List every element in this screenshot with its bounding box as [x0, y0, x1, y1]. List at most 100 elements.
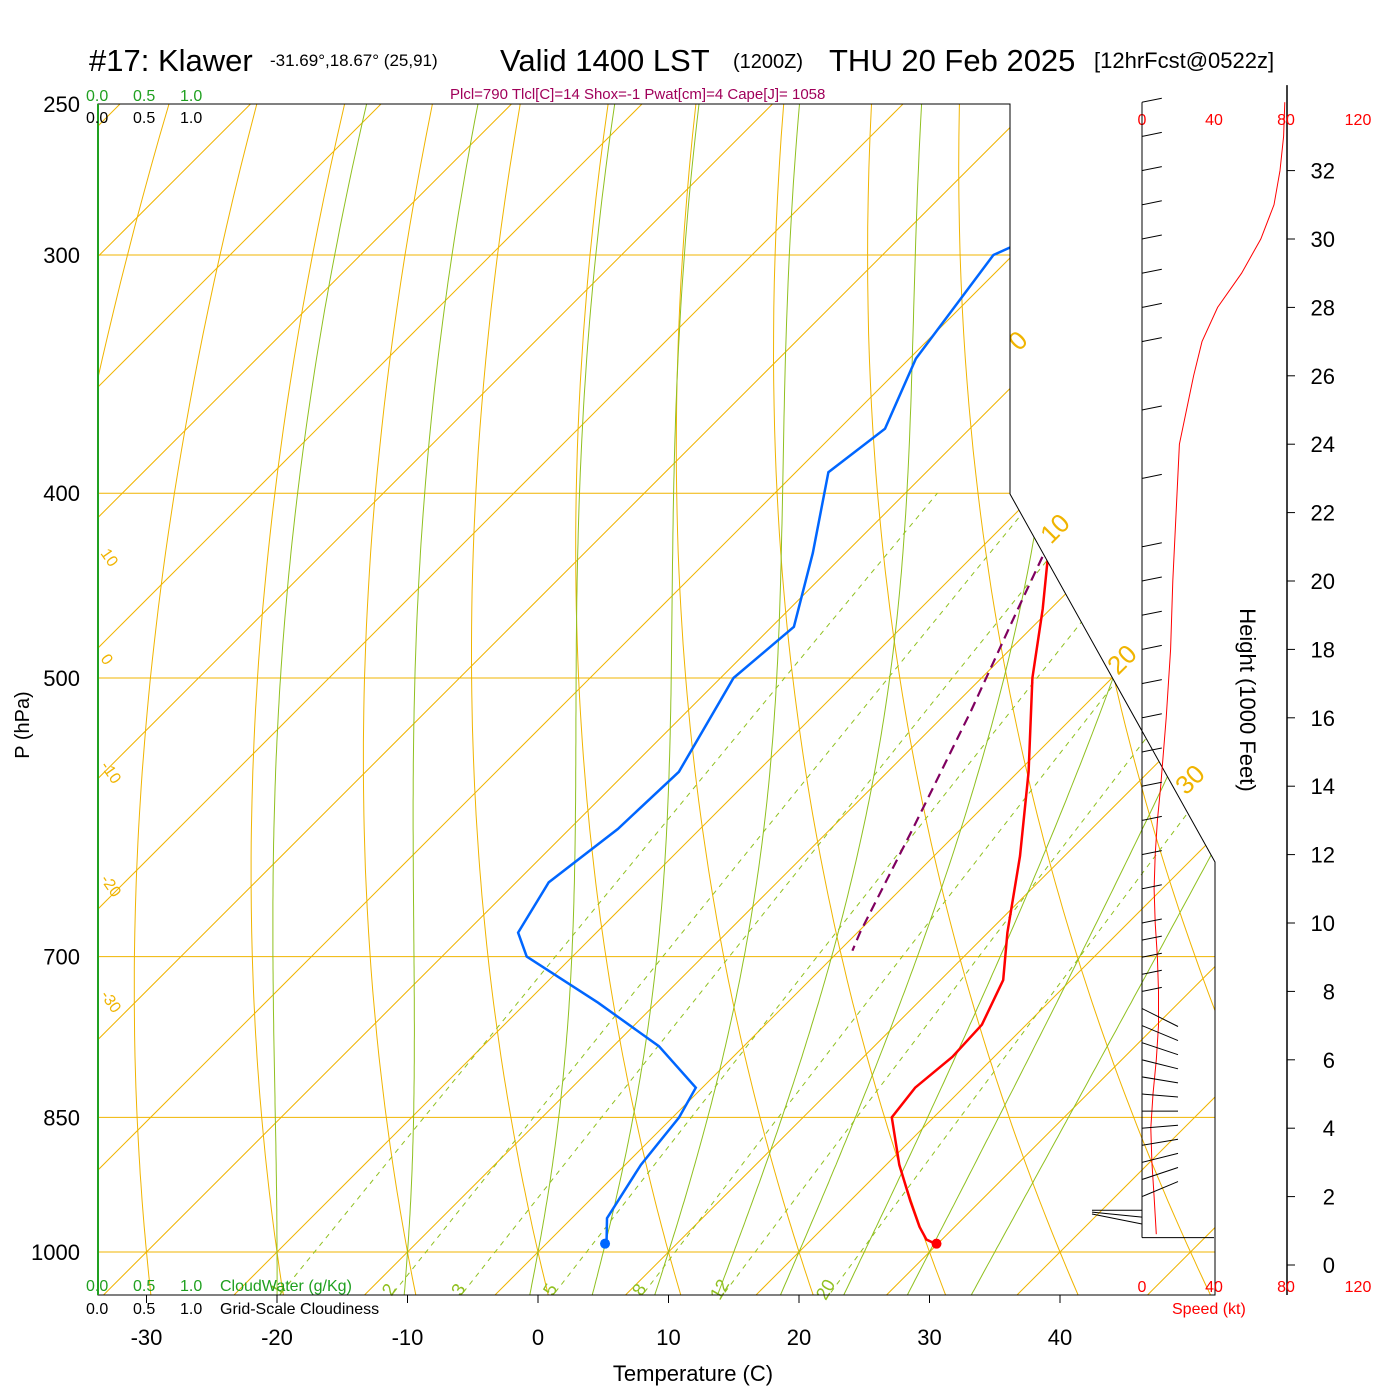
plot-frame: [97, 103, 1216, 1296]
speed-axis-label: Speed (kt): [1172, 1301, 1246, 1318]
pressure-tick-label: 300: [43, 243, 80, 268]
temperature-tick-label: 20: [787, 1325, 811, 1350]
isotherms: [98, 104, 1215, 1295]
dry-adiabat-line: [1394, 70, 1400, 1331]
wind-barb: [1141, 405, 1162, 411]
pressure-tick-label: 400: [43, 481, 80, 506]
wind-barb: [1141, 302, 1162, 308]
height-tick-label: 6: [1323, 1048, 1335, 1073]
wind-barb: [1141, 131, 1162, 137]
cloudwater-scale-top: 0.0: [86, 88, 108, 105]
dry-adiabat-line: [471, 104, 558, 1295]
cloudwater-scale-top: 1.0: [180, 88, 202, 105]
speed-tick-top: 40: [1205, 112, 1223, 129]
isotherm-line: [98, 104, 677, 1295]
dry-adiabat-line: [362, 104, 440, 1295]
chart-title-station: #17: Klawer: [89, 43, 253, 78]
wind-barb: [1141, 610, 1162, 616]
dry-adiabats: [98, 70, 1400, 1331]
cloudwater-scale-bottom: 0.0: [86, 1278, 108, 1295]
pressure-tick-label: 1000: [31, 1240, 80, 1265]
speed-tick-bottom: 40: [1205, 1279, 1223, 1296]
chart-title-forecast: [12hrFcst@0522z]: [1094, 48, 1274, 73]
wind-barb: [1141, 337, 1162, 343]
moist-adiabat-line: [764, 104, 1073, 1295]
height-tick-label: 30: [1311, 227, 1335, 252]
isotherm-line: [98, 104, 807, 1295]
wind-barb: [1141, 747, 1162, 753]
dry-adiabat-line: [958, 104, 1215, 1295]
mixing-ratio-label: 12: [706, 1276, 733, 1303]
dewpoint-line: [516, 141, 1166, 1240]
pressure-tick-label: 500: [43, 666, 80, 691]
wind-barb: [1141, 1124, 1179, 1129]
cloudiness-scale-top: 0.5: [133, 110, 155, 127]
wind-barb: [1141, 1059, 1179, 1070]
height-tick-label: 32: [1311, 159, 1335, 184]
surface-dewpoint-dot: [600, 1238, 611, 1249]
isotherm-label: 10: [1034, 508, 1076, 550]
dry-adiabat-line: [1046, 104, 1215, 1295]
speed-tick-bottom: 80: [1277, 1279, 1295, 1296]
moist-adiabat-line: [581, 104, 704, 1295]
isotherm-line: [328, 104, 1215, 1295]
height-tick-label: 12: [1311, 843, 1335, 868]
temperature-tick-label: -30: [131, 1325, 163, 1350]
dry-adiabat-label: 10: [97, 546, 121, 570]
cloudiness-scale-top: 0.0: [86, 110, 108, 127]
dry-adiabat-label: -20: [97, 872, 124, 901]
moist-adiabat-line: [951, 104, 1215, 1295]
height-tick-label: 16: [1311, 706, 1335, 731]
mixing-ratio-line: [830, 492, 1215, 1293]
pressure-tick-label: 250: [43, 92, 80, 117]
dry-adiabat-label: 0: [97, 651, 116, 668]
isotherm-line: [98, 104, 1199, 1295]
cloud-scales: 0.0 0.0 0.0 0.0 0.5 0.5 0.5 0.5 1.0 1.0 1.0 1.0: [86, 88, 202, 1318]
wind-barb: [1141, 781, 1162, 787]
wind-barb: [1141, 1152, 1179, 1163]
wind-barb: [1141, 97, 1162, 103]
cloudwater-label: CloudWater (g/Kg): [220, 1278, 352, 1295]
wind-barb: [1141, 1042, 1179, 1056]
temperature-tick-label: 30: [917, 1325, 941, 1350]
cloudwater-scale-bottom: 0.5: [133, 1278, 155, 1295]
mixing-ratio-line: [281, 492, 938, 1293]
temperature-tick-label: -10: [392, 1325, 424, 1350]
dry-adiabat-line: [98, 104, 180, 1295]
wind-barb: [1141, 679, 1162, 685]
wind-barb: [1141, 1181, 1179, 1198]
wind-barb: [1141, 1138, 1179, 1146]
isotherm-label: 0: [1002, 325, 1033, 356]
stability-indices: Plcl=790 Tlcl[C]=14 Shox=-1 Pwat[cm]=4 C…: [450, 86, 825, 103]
wind-barb: [1141, 952, 1162, 958]
isotherm-line: [98, 104, 1215, 1295]
isotherm-label: 20: [1101, 639, 1143, 681]
isotherm-line: [98, 104, 546, 1295]
temperature-line: [890, 142, 1215, 1245]
dry-adiabat-line: [1308, 70, 1400, 1331]
cloudwater-scale-top: 0.5: [133, 88, 155, 105]
wind-barb: [1141, 1076, 1179, 1084]
moist-adiabat-line: [521, 104, 621, 1295]
wind-barb: [1141, 234, 1162, 240]
height-tick-label: 26: [1311, 364, 1335, 389]
isotherm-line: [98, 104, 1068, 1295]
y-axis-label: P (hPa): [12, 691, 34, 758]
surface-temperature-dot: [931, 1238, 942, 1249]
mixing-ratio-label: 5: [539, 1280, 561, 1299]
chart-title-coords: -31.69°,18.67° (25,91): [270, 51, 438, 70]
moist-adiabat-line: [400, 104, 486, 1295]
dry-adiabat-label: -30: [97, 988, 124, 1017]
moist-adiabat-line: [642, 104, 804, 1295]
dry-adiabat-line: [675, 104, 827, 1295]
isobars: [98, 104, 1215, 1253]
height-tick-label: 22: [1311, 501, 1335, 526]
dry-adiabat-line: [867, 104, 1095, 1295]
wind-barb: [1141, 1025, 1179, 1042]
mixing-ratio-line: [643, 492, 1215, 1293]
mixing-ratio-label: 3: [447, 1280, 469, 1299]
wind-barb: [1091, 1211, 1143, 1218]
cloudiness-label: Grid-Scale Cloudiness: [220, 1301, 379, 1318]
